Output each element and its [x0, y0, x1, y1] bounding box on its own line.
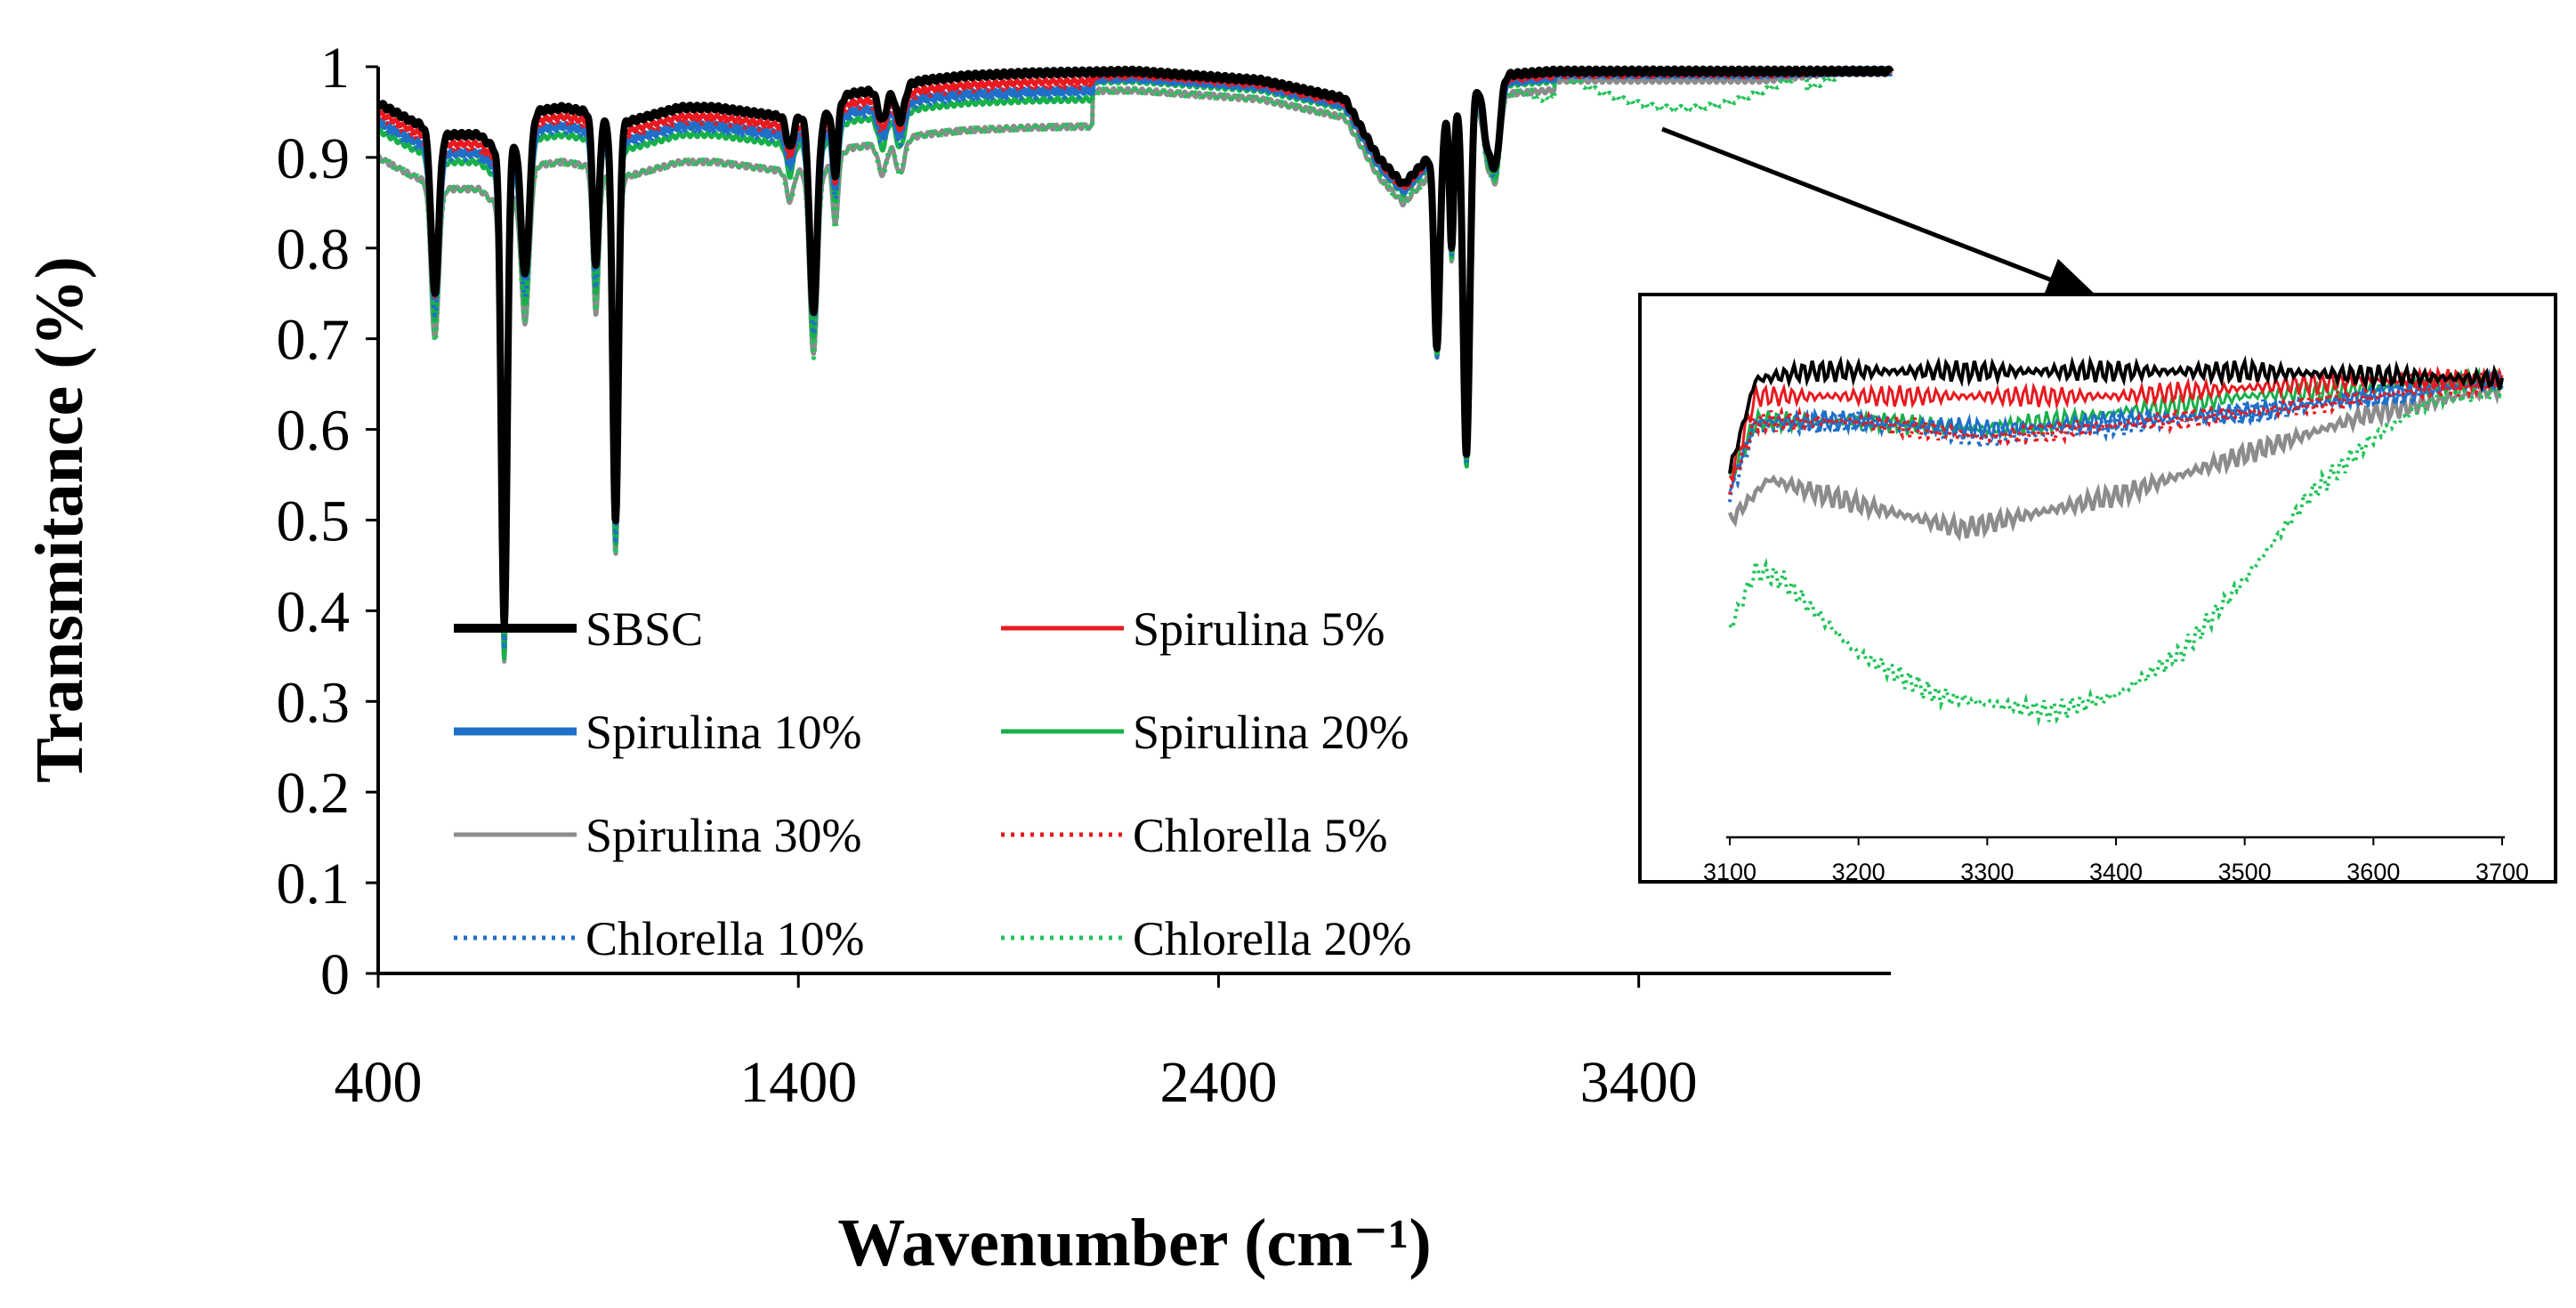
- main-series-group: [378, 65, 1894, 664]
- x-axis-title: Wavenumber (cm⁻¹): [837, 1206, 1431, 1280]
- x-tick-label: 2400: [1159, 1050, 1277, 1115]
- x-tick-label: 3400: [1580, 1050, 1698, 1115]
- legend: SBSC Spirulina 5% Spirulina 10% Spirulina 2…: [454, 602, 1411, 965]
- inset-series-line: [1728, 355, 2504, 474]
- x-tick-label: 1400: [739, 1050, 857, 1115]
- legend-label: SBSC: [585, 602, 703, 656]
- inset-tick-label: 3400: [2089, 859, 2143, 885]
- inset-tick-group: 3100 3200 3300 3400 3500 3600 3700: [1703, 837, 2529, 885]
- series-line: [378, 65, 1894, 631]
- inset-series-group: [1727, 355, 2505, 727]
- zoom-arrow: [1661, 126, 2100, 301]
- y-tick-label: 0: [320, 942, 350, 1007]
- inset-series-line: [1727, 375, 2505, 542]
- inset-tick-label: 3300: [1960, 859, 2014, 885]
- legend-label: Spirulina 20%: [1133, 706, 1409, 759]
- inset-tick-label: 3600: [2346, 859, 2400, 885]
- legend-label: Spirulina 30%: [585, 809, 861, 862]
- y-axis-title: Transmitance (%): [22, 256, 97, 783]
- y-tick-label: 0.6: [277, 399, 351, 464]
- y-tick-label: 0.4: [277, 579, 351, 644]
- legend-label: Chlorella 10%: [585, 912, 864, 965]
- legend-label: Spirulina 10%: [585, 706, 861, 759]
- inset-series-line: [1728, 375, 2504, 727]
- legend-label: Spirulina 5%: [1133, 602, 1385, 656]
- x-tick-label: 400: [335, 1050, 423, 1115]
- y-tick-label: 0.5: [277, 489, 351, 554]
- y-tick-group: 0 0.1 0.2 0.3 0.4 0.5 0.6 0.7 0.8 0.9 1: [277, 36, 378, 1007]
- inset-series-line: [1728, 371, 2504, 503]
- inset-tick-label: 3700: [2475, 859, 2529, 885]
- y-tick-label: 0.3: [277, 670, 351, 735]
- legend-label: Chlorella 20%: [1133, 912, 1411, 965]
- x-tick-group: 400 1400 2400 3400: [335, 973, 1698, 1115]
- y-tick-label: 0.2: [277, 761, 351, 826]
- inset-tick-label: 3100: [1703, 859, 1756, 885]
- inset-tick-label: 3500: [2218, 859, 2272, 885]
- legend-label: Chlorella 5%: [1133, 809, 1387, 862]
- y-tick-label: 0.9: [277, 126, 351, 191]
- inset-series-line: [1728, 367, 2504, 495]
- y-tick-label: 0.1: [277, 852, 351, 916]
- inset-zoom-panel: 3100 3200 3300 3400 3500 3600 3700: [1638, 293, 2557, 885]
- y-tick-label: 0.8: [277, 217, 351, 282]
- y-tick-label: 1: [320, 36, 350, 101]
- y-tick-label: 0.7: [277, 308, 351, 373]
- series-line: [378, 67, 1894, 660]
- inset-tick-label: 3200: [1832, 859, 1886, 885]
